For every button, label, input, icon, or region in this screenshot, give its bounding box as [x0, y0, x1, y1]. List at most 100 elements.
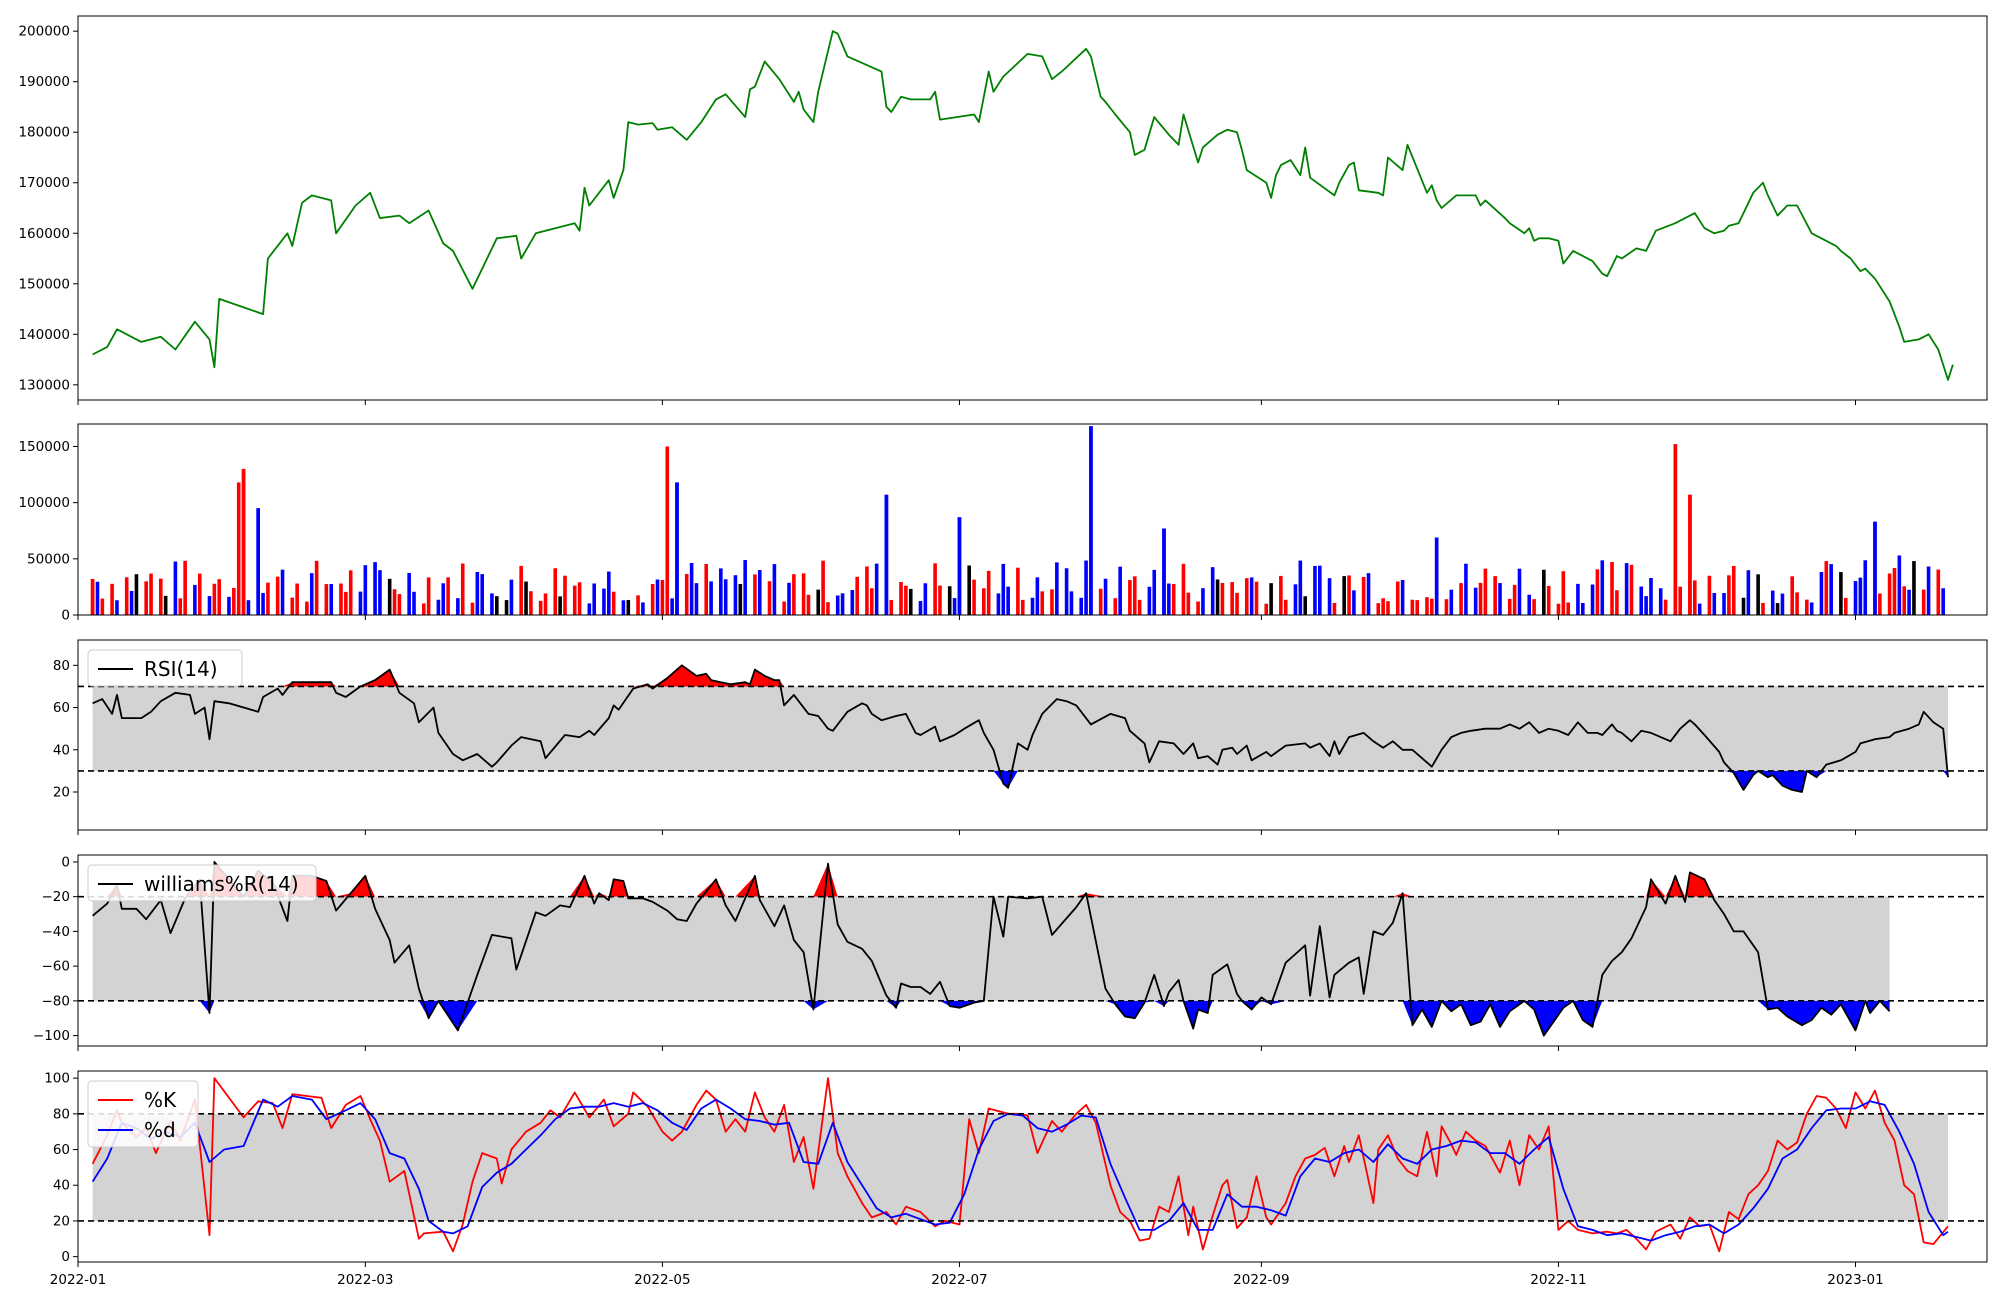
stochastic-line-1 — [91, 1095, 1949, 1242]
volume-bar — [982, 588, 986, 615]
volume-bar — [1663, 599, 1668, 615]
volume-bar — [236, 482, 241, 615]
stochastic-ytick-label: 0 — [61, 1249, 70, 1265]
volume-bar — [95, 581, 100, 615]
volume-bar — [504, 600, 509, 615]
volume-bar — [1196, 601, 1200, 615]
volume-bar — [197, 573, 202, 615]
volume-bar — [1006, 586, 1010, 615]
volume-bar — [1181, 563, 1186, 615]
volume-bar — [1464, 563, 1468, 615]
williams-legend — [87, 864, 317, 902]
xtick-label: 2022-09 — [1233, 1272, 1289, 1288]
volume-bar — [1756, 574, 1760, 615]
volume-bar — [1162, 528, 1166, 615]
volume-bar — [421, 603, 426, 615]
volume-bar — [826, 602, 830, 615]
volume-bar — [329, 584, 334, 615]
volume-bar — [577, 582, 582, 615]
volume-bar — [524, 581, 528, 615]
volume-bar — [1727, 575, 1731, 615]
volume-bar — [772, 564, 777, 615]
xtick-label: 2022-05 — [634, 1272, 690, 1288]
stochastic-panel: 0 20 40 60 80 100 %K %d — [44, 1070, 1988, 1267]
volume-bar — [441, 583, 446, 615]
volume-bar — [173, 561, 178, 615]
volume-bar — [1639, 586, 1644, 615]
volume-bar — [1649, 578, 1653, 615]
volume-bar — [918, 601, 923, 615]
volume-bar — [163, 595, 168, 615]
volume-bar — [709, 581, 713, 615]
rsi-ytick-label: 60 — [53, 700, 70, 716]
volume-bar — [519, 565, 523, 615]
volume-bar — [1395, 581, 1400, 615]
volume-bar — [704, 563, 709, 615]
volume-bar — [889, 599, 894, 615]
volume-bar — [1425, 597, 1429, 615]
volume-bar — [1361, 576, 1366, 615]
price-ytick-label: 150000 — [18, 276, 70, 292]
volume-bar — [1342, 576, 1346, 615]
volume-bar — [1790, 576, 1795, 615]
xtick-label: 2023-01 — [1827, 1272, 1883, 1288]
volume-bar — [1926, 566, 1931, 615]
price-ytick-label: 130000 — [18, 377, 70, 393]
volume-bar — [1936, 569, 1941, 615]
volume-bar — [1707, 575, 1712, 615]
volume-bar — [1215, 579, 1220, 615]
volume-frame — [77, 423, 1988, 616]
volume-bar — [1824, 561, 1829, 615]
price-frame — [77, 15, 1988, 401]
price-panel: 130000 140000 150000 160000 170000 180000 1900… — [18, 15, 1988, 405]
volume-bar — [553, 568, 558, 615]
volume-bar — [1809, 602, 1814, 615]
volume-bar — [665, 446, 670, 615]
volume-bar — [1235, 592, 1239, 615]
rsi-ytick-label: 40 — [53, 742, 70, 758]
volume-bar — [1084, 560, 1088, 615]
volume-bar — [1624, 563, 1629, 615]
stochastic-legend-label: %K — [144, 1088, 177, 1112]
volume-bar — [967, 565, 971, 615]
volume-bar — [1941, 588, 1945, 615]
volume-bar — [1064, 568, 1069, 615]
volume-bar — [1517, 568, 1522, 615]
volume-bar — [309, 573, 314, 615]
rsi-oversold-fill — [92, 770, 1949, 792]
volume-bar — [1507, 598, 1512, 615]
volume-bar — [1459, 583, 1463, 615]
volume-bar — [538, 600, 543, 615]
volume-bar — [1020, 599, 1025, 615]
volume-bar — [1040, 591, 1045, 615]
volume-bar — [1103, 578, 1108, 615]
volume-bar — [1410, 599, 1415, 615]
volume-bar — [1512, 584, 1517, 615]
date-x-axis: 2022-01 2022-03 2022-05 2022-07 2022-09 2022-… — [50, 1272, 1884, 1288]
price-ytick-label: 180000 — [18, 125, 70, 141]
volume-bar — [850, 590, 855, 615]
volume-bar — [1576, 583, 1580, 615]
volume-bar — [1775, 603, 1780, 615]
volume-bar — [733, 575, 738, 615]
volume-bar — [280, 569, 285, 615]
volume-bar — [1279, 575, 1283, 615]
volume-bar — [1761, 602, 1765, 615]
volume-bar — [782, 601, 786, 615]
volume-bar — [124, 577, 129, 615]
volume-bar — [869, 588, 874, 615]
stochastic-legend-label: %d — [144, 1118, 176, 1142]
xtick-label: 2022-03 — [337, 1272, 393, 1288]
volume-bar — [241, 468, 246, 615]
volume-bar — [1863, 560, 1868, 615]
volume-bar — [1693, 580, 1697, 615]
volume-bar — [855, 576, 859, 615]
volume-bar — [1673, 444, 1678, 615]
volume-bar — [1167, 583, 1171, 615]
volume-bar — [938, 585, 942, 615]
volume-bar — [957, 517, 962, 615]
volume-bar — [339, 583, 343, 615]
price-ytick-label: 190000 — [18, 74, 70, 90]
volume-bar — [641, 602, 645, 615]
volume-bar — [1001, 563, 1006, 615]
